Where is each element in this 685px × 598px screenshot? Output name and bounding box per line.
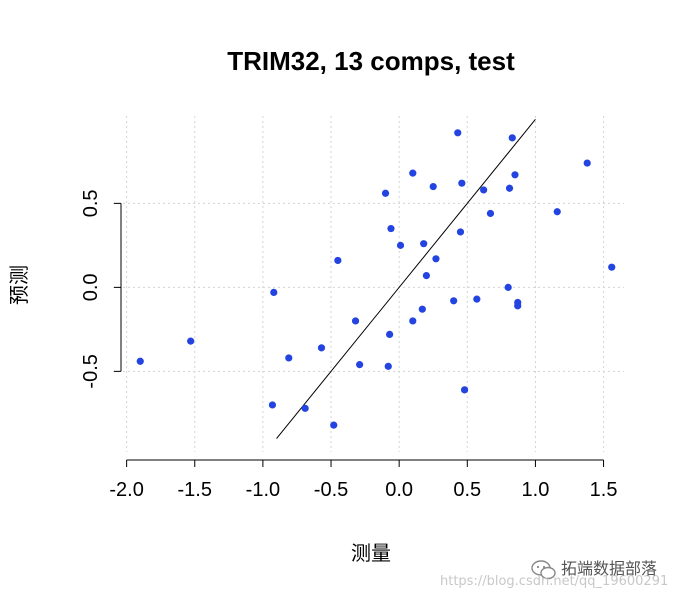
y-tick-label-0: -0.5 [80, 354, 102, 388]
data-point-37 [553, 208, 561, 216]
data-point-2 [268, 401, 277, 409]
data-point-11 [381, 189, 390, 197]
data-point-19 [420, 240, 428, 248]
y-tick-label-1: 0.0 [80, 273, 102, 301]
chart-title: TRIM32, 13 comps, test [227, 46, 515, 76]
x-tick-label-5: 0.5 [453, 479, 481, 501]
y-tick-label-2: 0.5 [80, 189, 102, 217]
data-point-14 [387, 224, 395, 233]
reference-line-group [276, 119, 536, 439]
data-point-27 [460, 386, 469, 394]
wechat-icon [531, 560, 556, 580]
data-point-24 [454, 129, 462, 137]
data-point-28 [473, 295, 481, 303]
data-point-31 [504, 283, 512, 291]
data-point-5 [301, 404, 309, 412]
data-point-21 [429, 182, 437, 191]
y-axis-title: 预测 [7, 265, 31, 305]
identity-line [276, 119, 536, 439]
watermark: https://blog.csdn.net/qq_19600291 拓端数据部落 [440, 559, 668, 589]
data-points [136, 129, 616, 429]
x-tick-label-0: -2.0 [109, 479, 143, 501]
watermark-brand: 拓端数据部落 [561, 559, 657, 578]
data-point-16 [409, 169, 417, 177]
axes: -2.0 -1.5 -1.0 -0.5 0.0 0.5 1.0 1.5 -0.5 0.0 0.5 [80, 189, 617, 501]
data-point-17 [409, 317, 417, 325]
data-point-33 [508, 134, 516, 142]
x-tick-label-2: -1.0 [246, 479, 280, 501]
data-point-0 [136, 357, 144, 365]
data-point-29 [480, 186, 488, 194]
data-point-10 [356, 361, 364, 369]
data-point-7 [330, 421, 338, 429]
data-point-9 [351, 317, 360, 325]
x-axis-title: 测量 [351, 541, 391, 565]
data-point-39 [608, 263, 616, 271]
data-point-15 [396, 241, 405, 249]
data-point-22 [432, 255, 440, 263]
data-point-30 [486, 209, 495, 218]
x-tick-label-6: 1.0 [522, 479, 550, 501]
watermark-url: https://blog.csdn.net/qq_19600291 [440, 574, 668, 589]
data-point-1 [187, 337, 195, 345]
data-point-32 [505, 184, 514, 192]
x-tick-label-1: -1.5 [178, 479, 212, 501]
data-point-34 [511, 171, 519, 179]
data-point-3 [270, 288, 278, 296]
data-point-20 [422, 272, 431, 280]
data-point-6 [317, 344, 326, 352]
data-point-12 [384, 362, 392, 370]
data-point-25 [456, 228, 465, 236]
x-tick-label-3: -0.5 [314, 479, 348, 501]
x-tick-label-4: 0.0 [385, 479, 413, 501]
data-point-4 [285, 354, 293, 362]
grid-lines [113, 116, 624, 452]
x-tick-label-7: 1.5 [590, 479, 618, 501]
data-point-36 [514, 298, 522, 307]
data-point-23 [450, 297, 458, 305]
data-point-38 [583, 159, 591, 167]
data-point-8 [334, 256, 342, 265]
data-point-13 [386, 330, 394, 338]
data-point-18 [418, 305, 426, 313]
data-point-26 [458, 179, 466, 187]
